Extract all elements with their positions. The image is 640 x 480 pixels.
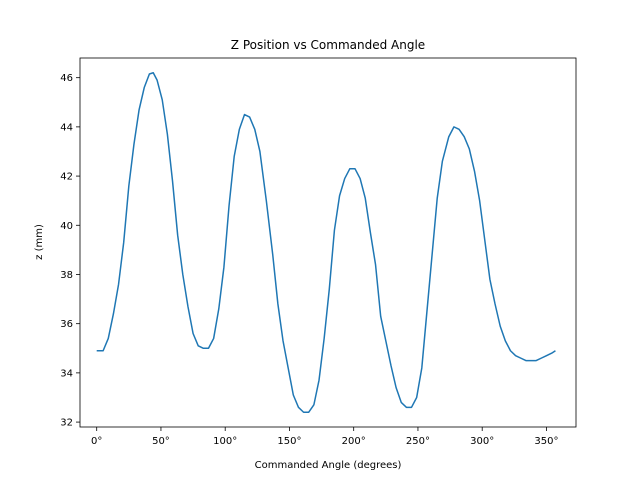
x-tick-label: 100° bbox=[213, 436, 237, 447]
y-axis-label: z (mm) bbox=[34, 224, 45, 260]
chart-title: Z Position vs Commanded Angle bbox=[231, 38, 425, 52]
y-tick-label: 36 bbox=[60, 319, 73, 330]
y-tick-label: 38 bbox=[60, 270, 73, 281]
y-tick-label: 40 bbox=[60, 221, 73, 232]
series-line-0 bbox=[96, 72, 556, 413]
x-tick-label: 150° bbox=[277, 436, 301, 447]
x-tick-label: 250° bbox=[406, 436, 430, 447]
y-tick-label: 44 bbox=[60, 122, 73, 133]
x-axis: 0° 50° 100° 150° 200° 250° 300° 350° bbox=[91, 427, 558, 447]
x-tick-label: 0° bbox=[91, 436, 102, 447]
x-tick-label: 200° bbox=[342, 436, 366, 447]
y-axis: 32 34 36 38 40 42 44 46 bbox=[60, 73, 80, 429]
plot-area bbox=[79, 57, 577, 428]
x-axis-label: Commanded Angle (degrees) bbox=[255, 460, 402, 471]
x-tick-label: 50° bbox=[152, 436, 170, 447]
y-tick-label: 32 bbox=[60, 418, 73, 429]
x-tick-label: 350° bbox=[534, 436, 558, 447]
y-tick-label: 42 bbox=[60, 172, 73, 183]
series-layer bbox=[96, 72, 556, 413]
y-tick-label: 46 bbox=[60, 73, 73, 84]
x-tick-label: 300° bbox=[470, 436, 494, 447]
y-tick-label: 34 bbox=[60, 368, 73, 379]
